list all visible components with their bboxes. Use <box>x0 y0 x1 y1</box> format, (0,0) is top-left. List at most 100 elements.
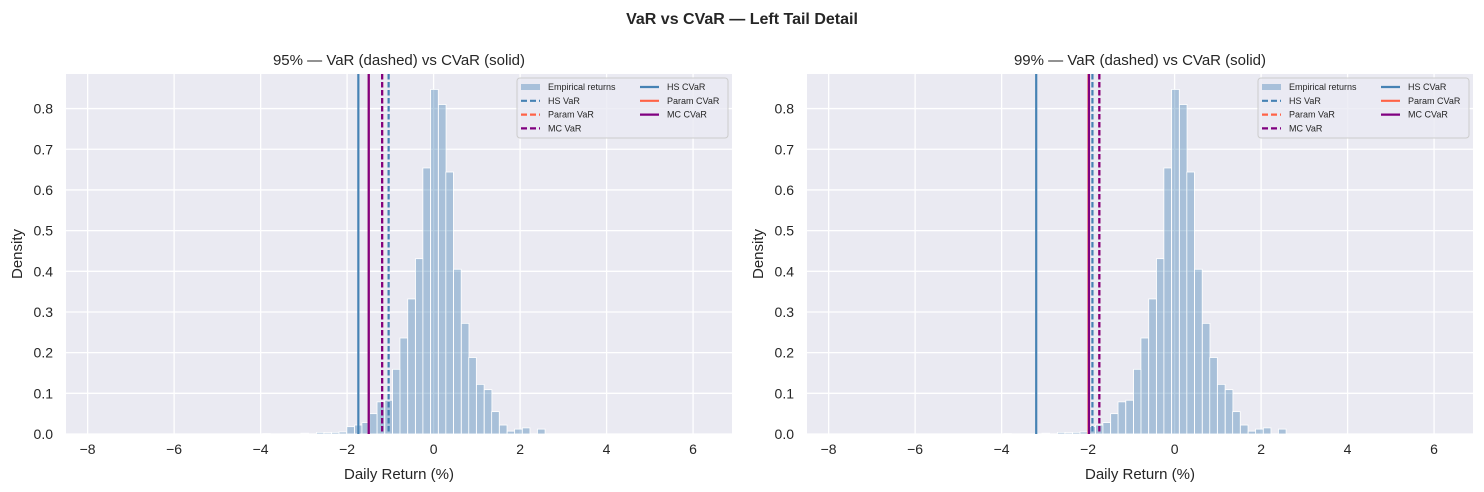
histogram-bar <box>1102 422 1111 435</box>
histogram-bar <box>499 424 508 435</box>
histogram-bar <box>407 298 416 435</box>
histogram-bar <box>1163 167 1172 435</box>
histogram-bar <box>392 368 401 435</box>
x-tick-label: 4 <box>1344 441 1352 457</box>
histogram-bar <box>1117 401 1127 435</box>
histogram-bar <box>1209 357 1218 435</box>
histogram-bar <box>1262 427 1272 435</box>
histogram-bar <box>1133 368 1142 435</box>
legend-label: Param VaR <box>548 110 594 120</box>
legend-label: MC CVaR <box>667 110 707 120</box>
histogram-bar <box>1278 428 1287 435</box>
y-tick-label: 0.0 <box>34 426 54 442</box>
histogram-bar <box>1041 432 1050 435</box>
y-tick-label: 0.3 <box>34 304 54 320</box>
histogram-bar <box>1247 430 1257 435</box>
histogram-bar <box>399 337 408 435</box>
histogram-bar <box>537 428 546 435</box>
x-tick-label: −8 <box>821 441 837 457</box>
y-tick-label: 0.3 <box>775 304 795 320</box>
histogram-bar <box>1240 424 1249 435</box>
figure-suptitle: VaR vs CVaR — Left Tail Detail <box>626 11 858 28</box>
histogram-bar <box>369 413 378 435</box>
histogram-bar <box>300 432 309 435</box>
histogram-bar <box>1110 413 1119 435</box>
y-tick-label: 0.5 <box>34 223 54 239</box>
x-tick-label: −2 <box>1080 441 1096 457</box>
y-tick-label: 0.2 <box>34 345 54 361</box>
legend-label: HS CVaR <box>667 82 706 92</box>
legend-label: MC CVaR <box>1408 110 1448 120</box>
x-tick-label: −4 <box>994 441 1010 457</box>
x-tick-label: 2 <box>1257 441 1265 457</box>
histogram-bar <box>1194 268 1203 435</box>
y-tick-label: 0.8 <box>775 101 795 117</box>
histogram-bar <box>491 411 500 435</box>
y-tick-label: 0.6 <box>34 182 54 198</box>
x-tick-label: 0 <box>1171 441 1179 457</box>
histogram-bar <box>1201 322 1211 435</box>
histogram-bar <box>460 322 470 435</box>
legend-label: Empirical returns <box>548 82 616 92</box>
legend-swatch <box>1262 84 1281 90</box>
y-tick-label: 0.7 <box>775 141 795 157</box>
histogram-bar <box>468 357 477 435</box>
panel-95: 95% — VaR (dashed) vs CVaR (solid) Daily… <box>9 52 732 483</box>
x-axis-label: Daily Return (%) <box>1085 466 1195 483</box>
histogram-bar <box>430 89 439 435</box>
legend-label: Empirical returns <box>1289 82 1357 92</box>
legend <box>1257 77 1470 139</box>
x-tick-label: 6 <box>689 441 697 457</box>
y-tick-label: 0.4 <box>34 263 54 279</box>
histogram-bar <box>1148 298 1157 435</box>
x-tick-label: 6 <box>1430 441 1438 457</box>
legend-label: HS VaR <box>1289 96 1321 106</box>
x-tick-label: −4 <box>253 441 269 457</box>
histogram-bar <box>483 389 493 435</box>
legend-label: HS VaR <box>548 96 580 106</box>
histogram-bar <box>1232 411 1241 435</box>
histogram-bar <box>346 426 355 435</box>
x-tick-label: 2 <box>516 441 524 457</box>
histogram-bar <box>521 427 531 435</box>
histogram-bar <box>422 167 431 435</box>
histogram-bar <box>476 383 485 435</box>
y-tick-label: 0.8 <box>34 101 54 117</box>
histogram-bar <box>323 432 332 435</box>
panel-99: 99% — VaR (dashed) vs CVaR (solid) Daily… <box>750 52 1473 483</box>
histogram-bar <box>1072 431 1081 435</box>
y-axis-label: Density <box>750 228 767 279</box>
x-tick-label: −2 <box>339 441 355 457</box>
histogram-bar <box>1171 89 1180 435</box>
panel-title: 99% — VaR (dashed) vs CVaR (solid) <box>1014 52 1266 69</box>
y-tick-label: 0.4 <box>775 263 795 279</box>
legend-label: HS CVaR <box>1408 82 1447 92</box>
legend-label: MC VaR <box>548 123 582 133</box>
histogram-bar <box>331 431 340 435</box>
x-tick-label: −6 <box>907 441 923 457</box>
histogram-bar <box>1079 431 1088 435</box>
x-tick-label: 4 <box>603 441 611 457</box>
histogram-bar <box>453 268 462 435</box>
histogram-bar <box>438 104 447 435</box>
y-tick-label: 0.5 <box>775 223 795 239</box>
legend <box>516 77 729 139</box>
histogram-bar <box>1255 428 1264 435</box>
histogram-bar <box>445 171 454 435</box>
histogram-bar <box>506 430 516 435</box>
histogram-bar <box>1140 337 1149 435</box>
y-tick-label: 0.1 <box>34 385 54 401</box>
histogram-bar <box>1057 431 1066 435</box>
y-tick-label: 0.6 <box>775 182 795 198</box>
y-tick-label: 0.2 <box>775 345 795 361</box>
histogram-bar <box>415 258 424 435</box>
histogram-bar <box>1064 432 1073 435</box>
y-tick-label: 0.7 <box>34 141 54 157</box>
y-axis-label: Density <box>9 228 26 279</box>
legend-label: Param VaR <box>1289 110 1335 120</box>
histogram-bar <box>1125 399 1134 435</box>
panel-title: 95% — VaR (dashed) vs CVaR (solid) <box>273 52 525 69</box>
histogram-bar <box>1179 104 1188 435</box>
histogram-bar <box>338 431 347 435</box>
